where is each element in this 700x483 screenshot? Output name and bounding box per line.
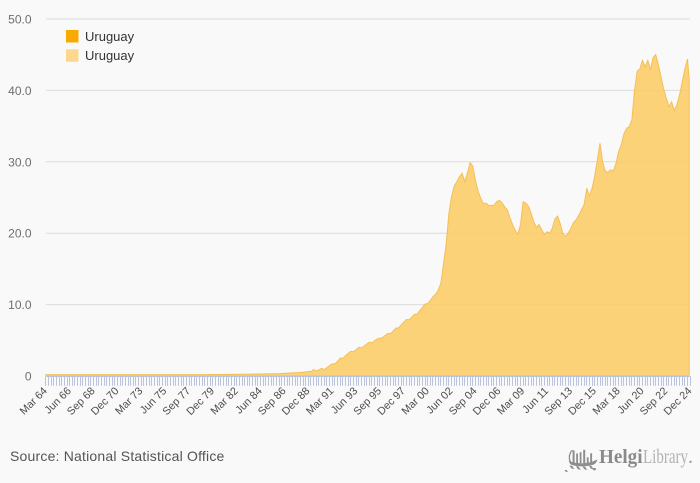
- svg-text:30.0: 30.0: [8, 155, 32, 169]
- svg-text:Uruguay: Uruguay: [85, 48, 135, 63]
- svg-text:Library: Library: [643, 446, 688, 468]
- svg-text:Helgi: Helgi: [599, 446, 643, 468]
- svg-text:.: .: [688, 446, 693, 468]
- svg-text:40.0: 40.0: [8, 84, 32, 98]
- svg-text:0: 0: [25, 370, 32, 384]
- svg-text:20.0: 20.0: [8, 227, 32, 241]
- svg-text:Source: National Statistical O: Source: National Statistical Office: [10, 448, 225, 464]
- svg-text:10.0: 10.0: [8, 298, 32, 312]
- svg-text:50.0: 50.0: [8, 13, 32, 27]
- svg-text:Uruguay: Uruguay: [85, 29, 135, 44]
